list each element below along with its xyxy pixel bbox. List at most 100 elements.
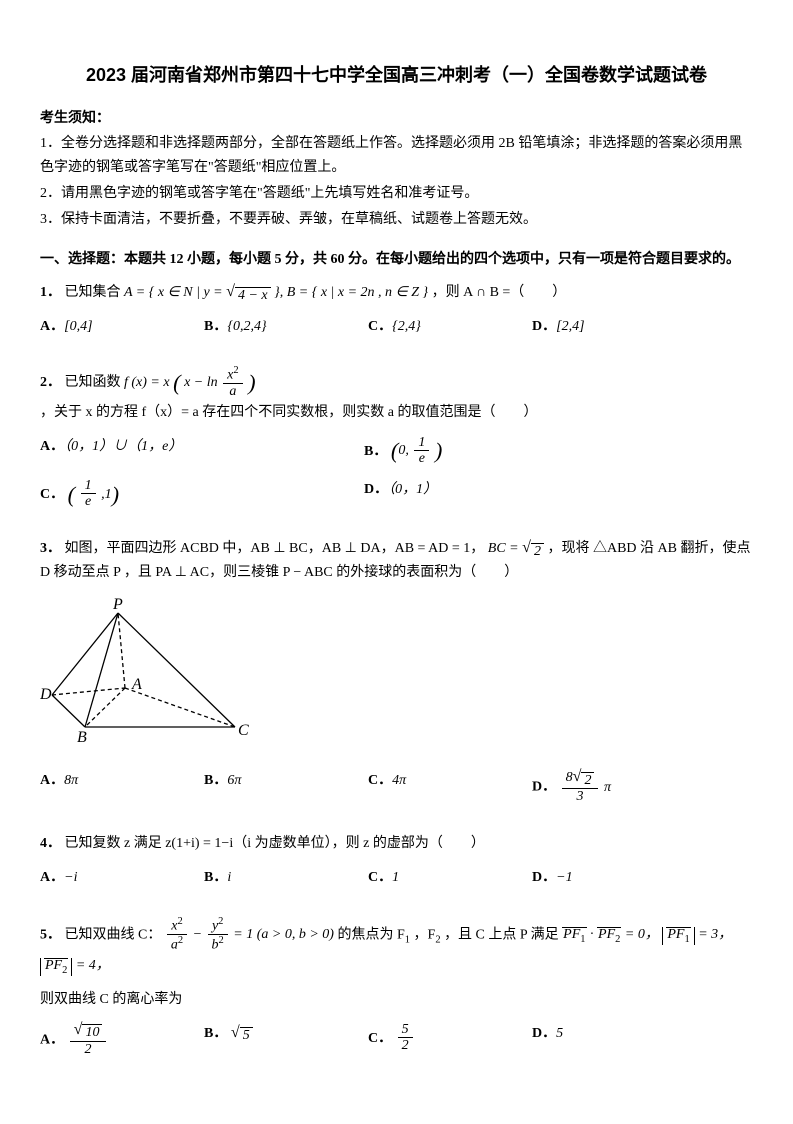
instruction-item: 2．请用黑色字迹的钢笔或答字笔在"答题纸"上先填写姓名和准考证号。: [40, 182, 753, 206]
q4-text: 已知复数 z 满足 z(1+i) = 1−i（i 为虚数单位），则 z 的虚部为…: [65, 836, 485, 851]
question-2: 2． 已知函数 f (x) = x ( x − ln x2 a ) ，关于 x …: [40, 365, 753, 521]
q2-b-den: e: [414, 451, 429, 468]
option-label-c: C．: [368, 1031, 392, 1046]
exam-title: 2023 届河南省郑州市第四十七中学全国高三冲刺考（一）全国卷数学试题试卷: [40, 60, 753, 91]
option-label-c: C．: [368, 773, 392, 788]
q5-options: A． √102 B． √5 C． 52 D．5: [40, 1022, 753, 1069]
option-label-b: B．: [364, 443, 387, 458]
q2-opt-b: (0, 1e ): [391, 443, 442, 458]
q5-eqrhs: = 1 (a > 0, b > 0): [233, 927, 334, 942]
q1-opt-c: {2,4}: [392, 319, 421, 334]
instruction-item: 3．保持卡面清洁，不要折叠，不要弄破、弄皱，在草稿纸、试题卷上答题无效。: [40, 208, 753, 232]
q5-pre: 已知双曲线 C：: [65, 927, 162, 942]
q1-post: ，则 A ∩ B =（ ）: [432, 285, 567, 300]
q3-opt-b: 6π: [227, 773, 241, 788]
q2-opt-d: （0，1）: [388, 482, 437, 497]
q5-mid1: 的焦点为 F: [337, 927, 404, 942]
option-label-b: B．: [204, 1026, 227, 1041]
q4-number: 4．: [40, 836, 61, 851]
q1-setA-rhs: }, B = { x | x = 2n , n ∈ Z }: [274, 285, 428, 300]
option-label-d: D．: [532, 780, 556, 795]
option-label-d: D．: [532, 319, 556, 334]
q5-eq4: = 4，: [76, 958, 110, 973]
q5-sub2: 2: [435, 934, 440, 945]
q3-opt-c: 4π: [392, 773, 406, 788]
q2-c-num: 1: [81, 478, 96, 494]
q2-options: A．（0，1）∪（1，e） B． (0, 1e ) C． ( 1e ,1) D．…: [40, 435, 753, 521]
q2-pre: 已知函数: [65, 375, 125, 390]
q1-radicand: 4 − x: [235, 287, 271, 303]
fig-label-a: A: [131, 676, 142, 693]
q2-opt-a: （0，1）∪（1，e）: [64, 439, 182, 454]
q3-d-rad: 2: [581, 772, 594, 788]
q5-den1: a: [171, 937, 178, 952]
q1-opt-a: [0,4]: [64, 319, 92, 334]
q2-inner1: x − ln: [184, 375, 218, 390]
q2-mid: ，关于 x 的方程 f（x）= a 存在四个不同实数根，则实数 a 的取值范围是…: [40, 405, 537, 420]
q1-opt-b: {0,2,4}: [227, 319, 266, 334]
option-label-a: A．: [40, 1032, 64, 1047]
abs-pf2: PF2: [40, 958, 72, 976]
q5-den2: b: [212, 937, 219, 952]
q5-eqzero: = 0，: [625, 927, 659, 942]
q3-bc-label: BC =: [488, 541, 522, 556]
section-header: 一、选择题：本题共 12 小题，每小题 5 分，共 60 分。在每小题给出的四个…: [40, 248, 753, 272]
instructions-block: 考生须知： 1．全卷分选择题和非选择题两部分，全部在答题纸上作答。选择题必须用 …: [40, 107, 753, 232]
question-4: 4． 已知复数 z 满足 z(1+i) = 1−i（i 为虚数单位），则 z 的…: [40, 832, 753, 900]
q5-stem: 5． 已知双曲线 C： x2a2 − y2b2 = 1 (a > 0, b > …: [40, 916, 753, 978]
q3-opt-a: 8π: [64, 773, 78, 788]
option-label-d: D．: [532, 1026, 556, 1041]
q1-number: 1．: [40, 285, 61, 300]
q3-stem: 3． 如图，平面四边形 ACBD 中，AB ⊥ BC，AB ⊥ DA，AB = …: [40, 537, 753, 585]
fig-label-b: B: [77, 729, 87, 745]
q3-figure: P D A B C: [40, 595, 753, 754]
q1-stem: 1． 已知集合 A = { x ∈ N | y = √4 − x }, B = …: [40, 281, 753, 305]
option-label-a: A．: [40, 870, 64, 885]
q2-frac-den: a: [223, 384, 242, 401]
fig-label-d: D: [40, 686, 52, 703]
q2-opt-c: ( 1e ,1): [68, 487, 119, 502]
option-label-d: D．: [364, 482, 388, 497]
q4-opt-c: 1: [392, 870, 399, 885]
q4-stem: 4． 已知复数 z 满足 z(1+i) = 1−i（i 为虚数单位），则 z 的…: [40, 832, 753, 856]
q2-number: 2．: [40, 375, 61, 390]
q1-options: A．[0,4] B．{0,2,4} C．{2,4} D．[2,4]: [40, 315, 753, 349]
sqrt-icon: √4 − x: [226, 284, 271, 303]
q3-d-suffix: π: [604, 780, 611, 795]
q5-tail: 则双曲线 C 的离心率为: [40, 988, 753, 1012]
option-label-c: C．: [368, 319, 392, 334]
q5-opt-c: 52: [396, 1031, 415, 1046]
q5-opt-b: √5: [231, 1026, 253, 1041]
question-3: 3． 如图，平面四边形 ACBD 中，AB ⊥ BC，AB ⊥ DA，AB = …: [40, 537, 753, 816]
option-label-b: B．: [204, 773, 227, 788]
option-label-c: C．: [368, 870, 392, 885]
q3-d-den: 3: [562, 789, 599, 806]
option-label-d: D．: [532, 870, 556, 885]
q5-number: 5．: [40, 927, 61, 942]
q3-text1: 如图，平面四边形 ACBD 中，AB ⊥ BC，AB ⊥ DA，AB = AD …: [65, 541, 485, 556]
question-5: 5． 已知双曲线 C： x2a2 − y2b2 = 1 (a > 0, b > …: [40, 916, 753, 1069]
q4-opt-b: i: [227, 870, 231, 885]
q5-mid3: ，且 C 上点 P 满足: [444, 927, 562, 942]
question-1: 1． 已知集合 A = { x ∈ N | y = √4 − x }, B = …: [40, 281, 753, 349]
q4-options: A．−i B．i C．1 D．−1: [40, 866, 753, 900]
option-label-b: B．: [204, 319, 227, 334]
q2-b-inner: 0,: [398, 443, 409, 458]
q2-stem: 2． 已知函数 f (x) = x ( x − ln x2 a ) ，关于 x …: [40, 365, 753, 425]
q5-eq3: = 3，: [698, 927, 732, 942]
instruction-item: 1．全卷分选择题和非选择题两部分，全部在答题纸上作答。选择题必须用 2B 铅笔填…: [40, 132, 753, 180]
q5-mid2: ，F: [414, 927, 436, 942]
fig-label-c: C: [238, 722, 249, 739]
q1-setA-lhs: A = { x ∈ N | y =: [124, 285, 226, 300]
q2-c-den: e: [81, 494, 96, 511]
q5-sub1: 1: [405, 934, 410, 945]
q3-d-num: 8: [566, 770, 573, 785]
q2-c-inner: ,1: [101, 487, 112, 502]
abs-pf1: PF1: [662, 927, 694, 945]
q3-opt-d: 8√2 3 π: [560, 780, 611, 795]
q1-opt-d: [2,4]: [556, 319, 584, 334]
tetrahedron-icon: P D A B C: [40, 595, 260, 745]
instructions-header: 考生须知：: [40, 107, 753, 131]
q4-opt-a: −i: [64, 870, 77, 885]
paren-left-icon: (: [173, 370, 180, 395]
